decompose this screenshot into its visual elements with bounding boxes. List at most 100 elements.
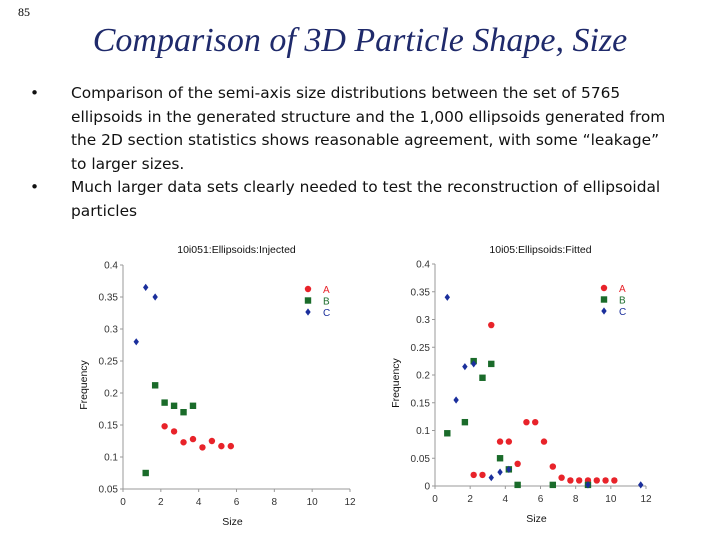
data-point-a xyxy=(218,442,225,450)
data-point-b xyxy=(496,455,504,462)
data-point-c xyxy=(488,474,494,482)
y-tick-label: 0.3 xyxy=(104,325,118,336)
bullet-item: • Much larger data sets clearly needed t… xyxy=(30,176,670,223)
data-point-b xyxy=(161,399,168,406)
x-tick-label: 0 xyxy=(432,494,438,505)
legend-label-c: C xyxy=(619,307,626,318)
y-tick-label: 0.2 xyxy=(104,389,118,400)
x-tick-label: 4 xyxy=(196,497,202,508)
data-point-b xyxy=(180,409,187,416)
data-point-a xyxy=(567,477,574,484)
legend-label-a: A xyxy=(323,285,330,296)
legend-label-b: B xyxy=(619,295,626,306)
legend-label-a: A xyxy=(619,284,626,295)
legend-marker-c xyxy=(305,308,311,316)
data-point-a xyxy=(170,428,178,435)
x-tick-label: 10 xyxy=(307,497,319,508)
data-point-a xyxy=(611,477,618,484)
data-point-c xyxy=(497,468,503,476)
data-point-b xyxy=(488,360,495,368)
data-point-a xyxy=(180,439,187,446)
legend-marker-a xyxy=(600,284,608,292)
y-tick-label: 0.3 xyxy=(416,315,430,326)
x-tick-label: 10 xyxy=(605,494,617,505)
x-tick-label: 6 xyxy=(538,494,544,505)
data-point-a xyxy=(199,444,206,451)
y-tick-label: 0.15 xyxy=(411,398,431,409)
data-point-a xyxy=(540,438,548,445)
data-point-b xyxy=(514,481,521,489)
y-tick-label: 0.25 xyxy=(411,343,431,354)
data-point-b xyxy=(549,481,557,489)
data-point-a xyxy=(523,418,530,426)
data-point-a xyxy=(496,438,504,445)
x-axis-label: Size xyxy=(222,516,243,528)
x-axis-label: Size xyxy=(526,513,547,525)
y-tick-label: 0.1 xyxy=(104,453,118,464)
bullet-text: Comparison of the semi-axis size distrib… xyxy=(71,84,666,173)
y-tick-label: 0 xyxy=(424,482,430,493)
chart-title: 10i051:Ellipsoids:Injected xyxy=(177,244,296,256)
x-tick-label: 0 xyxy=(120,497,126,508)
y-tick-label: 0.4 xyxy=(416,260,430,271)
data-point-a xyxy=(514,460,521,467)
data-point-a xyxy=(532,418,539,426)
x-tick-label: 8 xyxy=(573,494,579,505)
data-point-a xyxy=(227,442,235,450)
x-tick-label: 12 xyxy=(640,494,652,505)
data-point-a xyxy=(558,474,565,481)
y-tick-label: 0.35 xyxy=(99,293,119,304)
legend-marker-c xyxy=(601,307,607,315)
x-tick-label: 2 xyxy=(158,497,164,508)
slide-title: Comparison of 3D Particle Shape, Size xyxy=(92,22,628,59)
slide-number: 85 xyxy=(18,5,30,19)
bullet-item: • Comparison of the semi-axis size distr… xyxy=(30,82,670,176)
data-point-a xyxy=(602,477,609,484)
x-tick-label: 6 xyxy=(234,497,240,508)
x-tick-label: 2 xyxy=(467,494,473,505)
data-point-b xyxy=(170,402,178,409)
data-point-c xyxy=(453,396,459,404)
injected-chart: 10i051:Ellipsoids:Injected 0.05 0.1 0.15 0.2… xyxy=(78,244,356,528)
x-tick-label: 8 xyxy=(272,497,278,508)
data-point-b xyxy=(189,402,197,409)
x-tick-label: 4 xyxy=(503,494,509,505)
y-tick-label: 0.35 xyxy=(411,287,431,298)
y-tick-label: 0.2 xyxy=(416,371,430,382)
data-point-a xyxy=(488,321,495,329)
data-point-c xyxy=(444,293,451,301)
y-tick-label: 0.05 xyxy=(99,485,119,496)
data-point-a xyxy=(593,477,600,484)
data-point-a xyxy=(208,437,216,445)
data-point-b xyxy=(461,418,469,426)
y-tick-label: 0.25 xyxy=(99,357,119,368)
data-point-a xyxy=(161,423,168,430)
fitted-chart: 10i05:Ellipsoids:Fitted 0 0.05 0.1 0.15 0.2 0.… xyxy=(390,244,652,525)
data-point-c xyxy=(143,283,149,291)
x-tick-label: 12 xyxy=(344,497,356,508)
data-point-b xyxy=(479,374,486,381)
data-point-c xyxy=(152,293,158,301)
legend-marker-a xyxy=(304,285,312,293)
legend-marker-b xyxy=(600,296,608,303)
data-point-b xyxy=(444,430,451,437)
y-tick-label: 0.4 xyxy=(104,261,118,272)
data-point-c xyxy=(462,363,468,371)
legend-label-c: C xyxy=(323,308,330,319)
data-point-a xyxy=(505,438,513,445)
data-point-a xyxy=(549,463,557,470)
data-point-c xyxy=(638,481,644,489)
legend-marker-b xyxy=(304,297,312,304)
y-axis-label: Frequency xyxy=(390,357,402,407)
chart-title: 10i05:Ellipsoids:Fitted xyxy=(489,244,591,256)
data-point-a xyxy=(479,471,486,479)
y-tick-label: 0.15 xyxy=(99,421,119,432)
y-tick-label: 0.1 xyxy=(416,426,430,437)
data-point-b xyxy=(151,382,159,389)
bullet-text: Much larger data sets clearly needed to … xyxy=(71,178,661,220)
y-tick-label: 0.05 xyxy=(411,454,431,465)
legend-label-b: B xyxy=(323,296,330,307)
data-point-a xyxy=(470,471,477,479)
bullet-list: • Comparison of the semi-axis size distr… xyxy=(30,82,670,223)
bullet-glyph: • xyxy=(30,84,40,102)
